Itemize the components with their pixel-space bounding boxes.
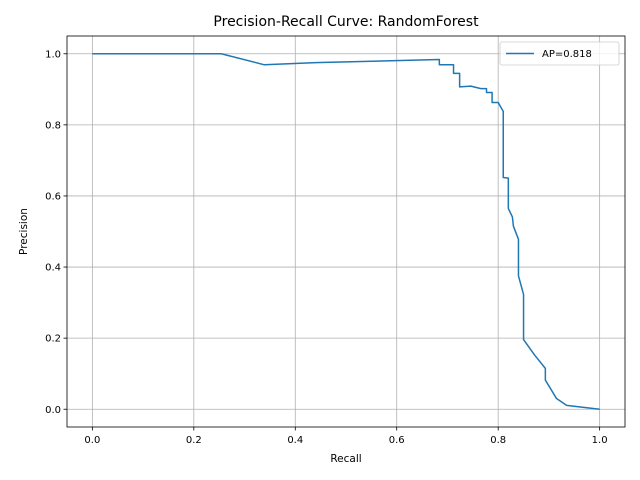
series-layer [92, 53, 600, 410]
y-tick-label: 0.4 [45, 263, 61, 274]
y-axis-label: Precision [18, 208, 30, 255]
x-tick-label: 1.0 [592, 435, 608, 446]
x-tick-label: 0.0 [84, 435, 100, 446]
x-axis-label: Recall [330, 453, 361, 465]
y-tick-label: 0.2 [45, 334, 61, 345]
y-tick-label: 0.0 [45, 405, 61, 416]
series-line-0 [92, 53, 600, 410]
ticks: 0.0 0.2 0.4 0.6 0.8 1.0 0.0 0.2 0.4 0.6 0.8 1.0 [45, 49, 607, 446]
x-tick-label: 0.6 [389, 435, 405, 446]
x-tick-label: 0.8 [490, 435, 506, 446]
x-tick-label: 0.4 [287, 435, 303, 446]
y-tick-label: 1.0 [45, 49, 61, 60]
legend-box [499, 41, 620, 66]
legend: AP=0.818 [499, 41, 620, 66]
legend-entry-label: AP=0.818 [542, 49, 592, 60]
chart-title: Precision-Recall Curve: RandomForest [213, 14, 479, 30]
plot-area-frame [66, 35, 626, 428]
y-tick-label: 0.8 [45, 120, 61, 131]
y-tick-label: 0.6 [45, 192, 61, 203]
x-tick-label: 0.2 [186, 435, 202, 446]
